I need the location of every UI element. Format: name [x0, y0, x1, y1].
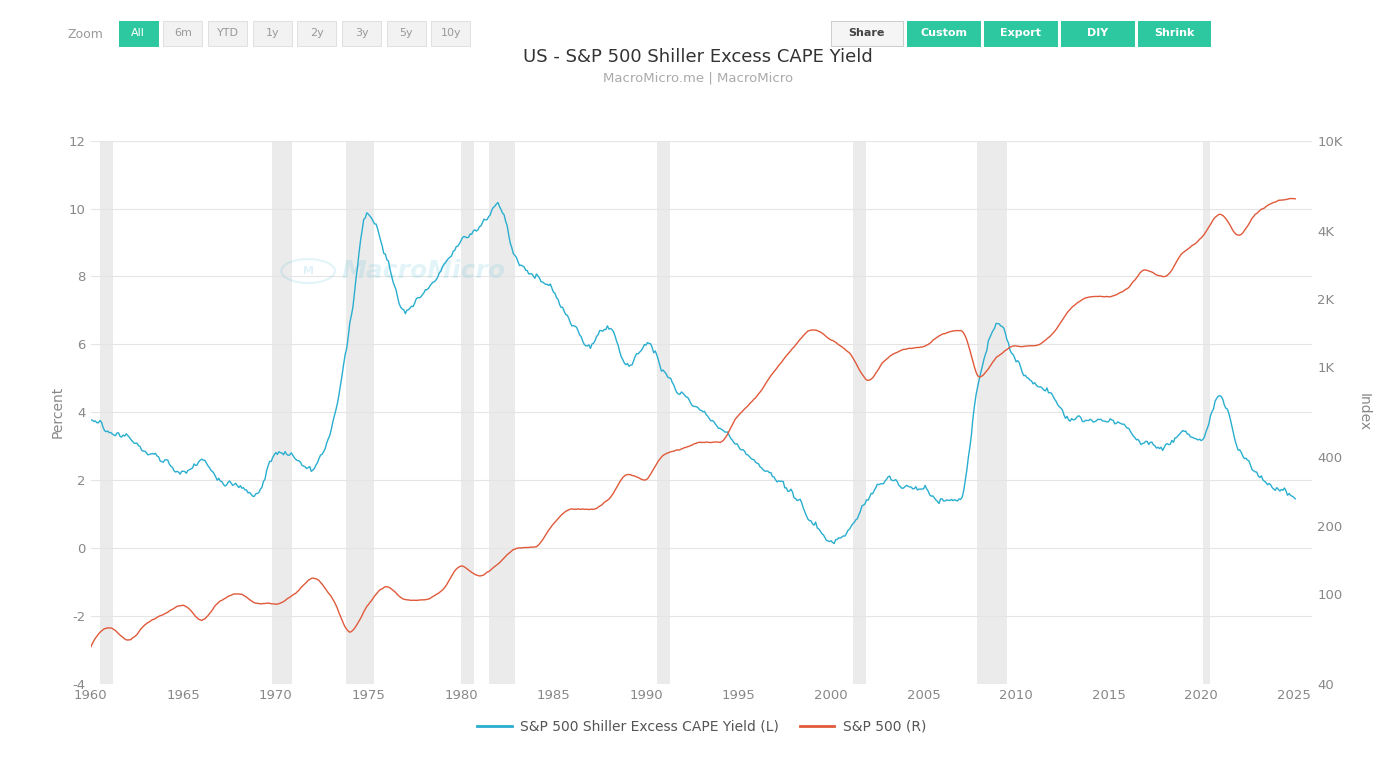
Text: Export: Export [1000, 28, 1041, 39]
Bar [461, 141, 473, 684]
Text: YTD: YTD [216, 28, 239, 39]
Bar [101, 141, 113, 684]
Text: DIY: DIY [1086, 28, 1108, 39]
Bar [977, 141, 1007, 684]
Text: Share: Share [849, 28, 885, 39]
Text: M: M [303, 266, 314, 276]
Text: Zoom: Zoom [67, 27, 103, 41]
Text: All: All [131, 28, 145, 39]
Text: 3y: 3y [355, 28, 369, 39]
Bar [853, 141, 866, 684]
Text: 6m: 6m [174, 28, 191, 39]
Text: MacroMicro.me | MacroMicro: MacroMicro.me | MacroMicro [603, 71, 793, 85]
Legend: S&P 500 Shiller Excess CAPE Yield (L), S&P 500 (R): S&P 500 Shiller Excess CAPE Yield (L), S… [472, 714, 931, 739]
Text: 2y: 2y [310, 28, 324, 39]
Bar [272, 141, 293, 684]
Text: Shrink: Shrink [1154, 28, 1194, 39]
Text: 1y: 1y [265, 28, 279, 39]
Bar [489, 141, 515, 684]
Text: Custom: Custom [920, 28, 967, 39]
Bar [1203, 141, 1210, 684]
Text: US - S&P 500 Shiller Excess CAPE Yield: US - S&P 500 Shiller Excess CAPE Yield [524, 48, 872, 66]
Bar [346, 141, 374, 684]
Y-axis label: Percent: Percent [50, 386, 64, 439]
Text: MacroMicro: MacroMicro [341, 259, 505, 283]
Y-axis label: Index: Index [1357, 393, 1371, 432]
Text: 10y: 10y [441, 28, 461, 39]
Text: 5y: 5y [399, 28, 413, 39]
Bar [658, 141, 670, 684]
